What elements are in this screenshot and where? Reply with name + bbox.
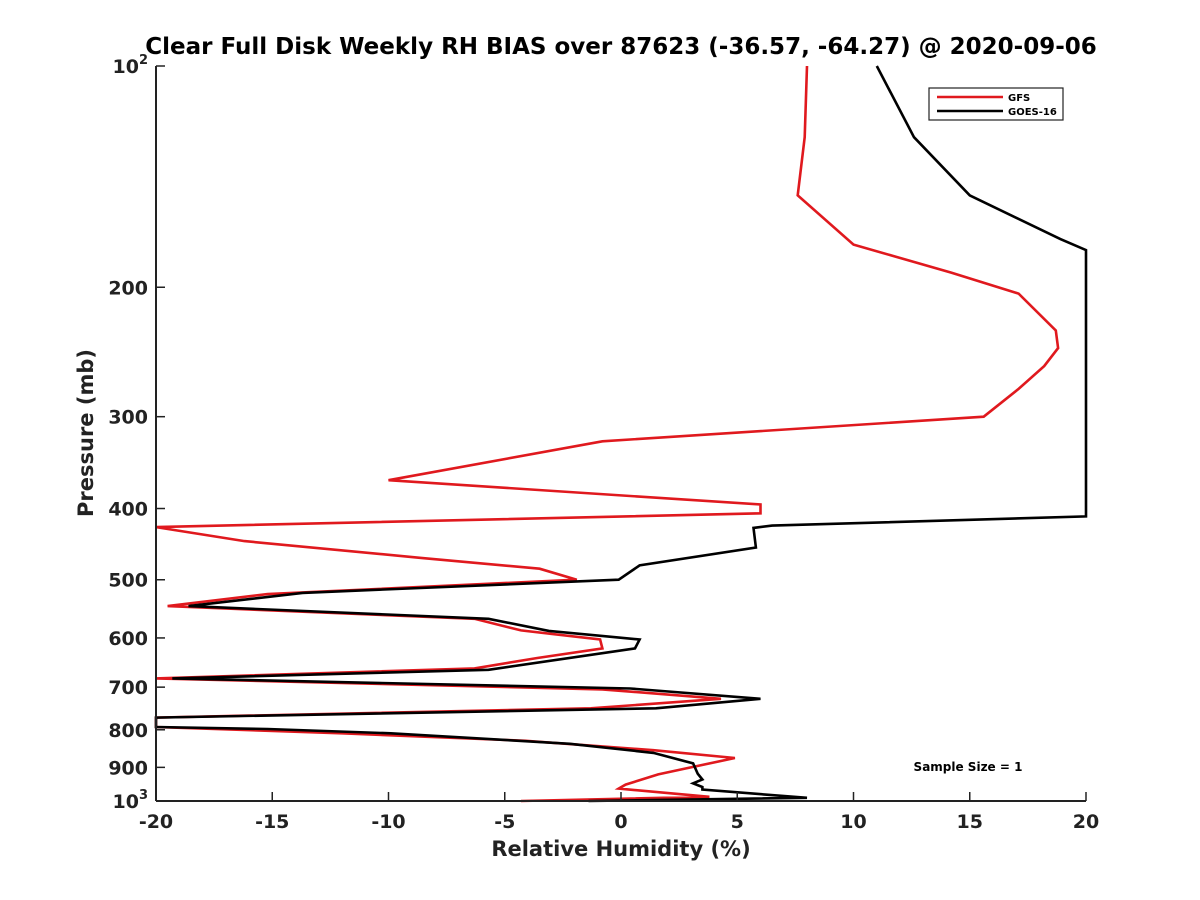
plot-area: -20 -15 -10 -5 0 5 10 15 20 102 200 300 400 500 600 70…	[108, 53, 1099, 833]
series-layer	[154, 65, 1088, 803]
y-tick-label: 102	[113, 53, 149, 78]
x-tick-label: -20	[139, 811, 173, 833]
legend-label-gfs: GFS	[1008, 93, 1030, 104]
x-tick-label: -10	[371, 811, 405, 833]
y-tick-label: 400	[108, 499, 148, 521]
legend: GFS GOES-16	[928, 87, 1064, 121]
y-tick-label: 800	[108, 720, 148, 742]
series-line-goes16	[154, 65, 1088, 803]
y-tick-label: 300	[108, 407, 148, 429]
x-ticks: -20 -15 -10 -5 0 5 10 15 20	[139, 792, 1099, 833]
x-tick-label: 5	[731, 811, 744, 833]
sample-size-annotation: Sample Size = 1	[914, 760, 1023, 774]
y-tick-label: 700	[108, 677, 148, 699]
x-axis-label: Relative Humidity (%)	[491, 837, 750, 861]
x-tick-label: 20	[1073, 811, 1099, 833]
x-tick-label: 15	[957, 811, 983, 833]
x-tick-label: 0	[614, 811, 627, 833]
chart-title: Clear Full Disk Weekly RH BIAS over 8762…	[145, 34, 1097, 60]
series-line-gfs	[154, 65, 1060, 803]
y-tick-label: 103	[113, 788, 149, 813]
y-ticks: 102 200 300 400 500 600 700 800 900 103	[108, 53, 165, 813]
y-tick-label: 200	[108, 277, 148, 299]
legend-box	[928, 87, 1064, 121]
x-tick-label: 10	[840, 811, 866, 833]
y-tick-label: 600	[108, 628, 148, 650]
x-tick-label: -15	[255, 811, 289, 833]
x-tick-label: -5	[494, 811, 515, 833]
y-tick-label: 900	[108, 757, 148, 779]
y-tick-label: 500	[108, 570, 148, 592]
y-axis-label: Pressure (mb)	[74, 349, 98, 517]
legend-label-goes16: GOES-16	[1008, 107, 1057, 118]
